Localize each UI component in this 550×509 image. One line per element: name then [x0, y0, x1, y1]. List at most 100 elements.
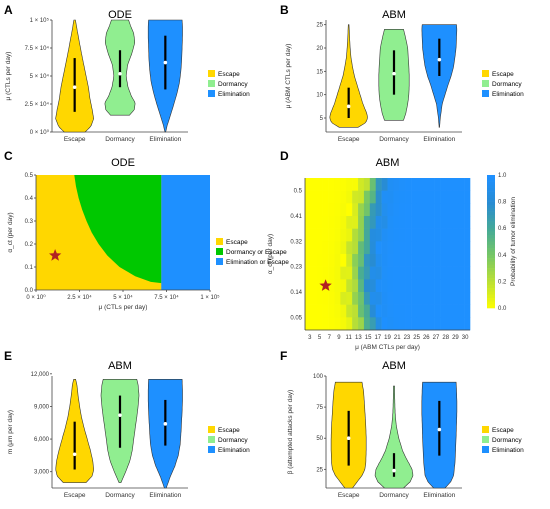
- heatmap-cell: [310, 178, 318, 191]
- heatmap-cell: [464, 304, 471, 318]
- x-tick-label: 25: [413, 335, 420, 341]
- heatmap-cell: [458, 241, 465, 255]
- heatmap-cell: [399, 190, 406, 204]
- heatmap-cell: [393, 216, 400, 229]
- heatmap-cell: [464, 190, 471, 204]
- x-tick-label: 1 × 10⁵: [200, 294, 220, 301]
- heatmap-cell: [464, 292, 471, 305]
- heatmap-cell: [464, 178, 471, 191]
- y-tick-label: 0.23: [290, 265, 302, 271]
- heatmap-cell: [352, 241, 359, 255]
- heatmap-cell: [405, 190, 412, 204]
- heatmap-cell: [328, 292, 335, 305]
- heatmap-cell: [316, 266, 323, 280]
- heatmap-cell: [340, 228, 347, 242]
- heatmap-cell: [399, 317, 406, 331]
- heatmap-cell: [428, 254, 435, 267]
- heatmap-cell: [405, 279, 412, 293]
- heatmap-cell: [346, 279, 353, 293]
- colorbar-step: [487, 248, 495, 252]
- heatmap-cell: [346, 241, 353, 255]
- heatmap-cell: [334, 254, 341, 267]
- heatmap-cell: [416, 304, 424, 318]
- heatmap-cell: [387, 228, 394, 242]
- x-tick-label: Dormancy: [379, 492, 409, 499]
- heatmap-cell: [363, 216, 371, 229]
- heatmap-cell: [316, 241, 323, 255]
- heatmap-cell: [446, 241, 453, 255]
- heatmap-cell: [434, 178, 441, 191]
- y-axis-label: μ (CTLs per day): [5, 52, 12, 101]
- colorbar-step: [487, 238, 495, 242]
- heatmap-cell: [452, 241, 459, 255]
- y-tick-label: 20: [316, 46, 323, 52]
- heatmap-cell: [428, 241, 435, 255]
- x-tick-label: 15: [365, 335, 372, 341]
- legend-swatch: [482, 436, 489, 443]
- panel-C: C ODE 0.0 0.1 0.2 0.3 0.4 0.5 0 × 10⁰ 2.5 × 10⁴ 5 …: [4, 149, 289, 311]
- heatmap-cell: [416, 216, 424, 229]
- y-tick-label: 0.14: [290, 290, 302, 296]
- heatmap-cell: [310, 317, 318, 331]
- heatmap-cell: [310, 304, 318, 318]
- heatmap-cell: [434, 254, 441, 267]
- heatmap-cell: [305, 190, 312, 204]
- legend-label: Escape: [218, 71, 240, 78]
- colorbar-step: [487, 184, 495, 189]
- x-tick-label: Escape: [64, 136, 86, 143]
- heatmap-cell: [428, 266, 435, 280]
- colorbar-step: [487, 191, 495, 196]
- heatmap-cell: [440, 190, 447, 204]
- colorbar-step: [487, 214, 495, 219]
- heatmap-cell: [440, 178, 447, 191]
- heatmap-cell: [393, 317, 400, 331]
- heatmap-cell: [375, 254, 382, 267]
- heatmap-cell: [381, 203, 388, 217]
- y-tick-label: 5: [320, 116, 324, 122]
- heatmap-cell: [352, 266, 359, 280]
- colorbar-step: [487, 298, 495, 302]
- heatmap-cell: [316, 228, 323, 242]
- heatmap-cell: [428, 190, 435, 204]
- colorbar-step: [487, 264, 495, 269]
- heatmap-cell: [440, 241, 447, 255]
- heatmap-cell: [446, 317, 453, 331]
- heatmap-cell: [310, 279, 318, 293]
- heatmap-cell: [434, 228, 441, 242]
- heatmap-cell: [375, 178, 382, 191]
- panel-title: ABM: [108, 360, 132, 372]
- heatmap-cell: [458, 190, 465, 204]
- heatmap-cell: [452, 304, 459, 318]
- y-axis-label: β (attempted attacks per day): [287, 390, 294, 475]
- heatmap-cell: [369, 228, 377, 242]
- heatmap-cell: [328, 304, 335, 318]
- median-point: [392, 468, 396, 473]
- heatmap-cell: [464, 317, 471, 331]
- legend-label: Dormancy or Escape: [226, 249, 287, 256]
- colorbar-step: [487, 271, 495, 276]
- legend-label: Elimination: [218, 91, 250, 98]
- y-tick-label: 0.1: [25, 265, 34, 271]
- y-tick-label: 3,000: [34, 470, 50, 476]
- heatmap-cell: [434, 266, 441, 280]
- heatmap-cell: [322, 317, 329, 331]
- heatmap-cell: [310, 216, 318, 229]
- heatmap-cell: [393, 190, 400, 204]
- y-tick-label: 50: [316, 436, 323, 442]
- heatmap-cell: [334, 178, 341, 191]
- panel-E: E ABM 3,000 6,000 9,000 12,000 m (μm per day) E…: [4, 349, 250, 499]
- heatmap-cell: [464, 266, 471, 280]
- heatmap-cell: [464, 279, 471, 293]
- heatmap-cell: [316, 279, 323, 293]
- heatmap-cell: [446, 178, 453, 191]
- heatmap-cell: [305, 304, 312, 318]
- heatmap-cell: [352, 304, 359, 318]
- panel-letter: B: [280, 3, 289, 17]
- median-point: [346, 436, 351, 441]
- heatmap-cell: [334, 279, 341, 293]
- heatmap-cell: [310, 254, 318, 267]
- legend-label: Escape: [492, 71, 514, 78]
- heatmap-cell: [446, 304, 453, 318]
- x-tick-label: 30: [462, 335, 469, 341]
- heatmap-cell: [352, 178, 359, 191]
